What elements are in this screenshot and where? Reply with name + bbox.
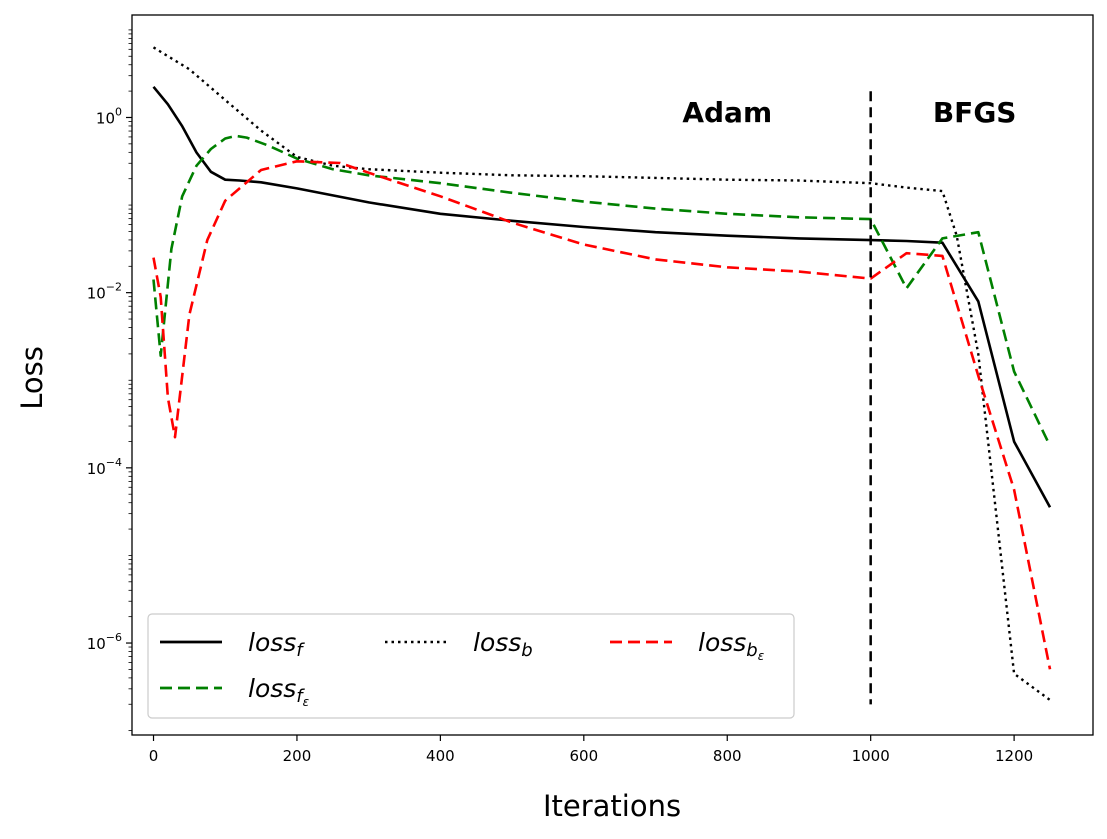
legend-box bbox=[147, 613, 795, 719]
y-axis-ticks: 100 10−2 10−4 10−6 bbox=[87, 29, 132, 732]
plot-frame bbox=[131, 14, 1094, 736]
legend-label-2: lossfε bbox=[248, 674, 310, 709]
x-tick-label: 0 bbox=[149, 747, 159, 765]
y-tick-label: 100 bbox=[96, 105, 122, 127]
legend-label-1: lossf bbox=[248, 628, 305, 661]
series-line-2 bbox=[152, 134, 1052, 447]
y-axis-label: Loss bbox=[15, 346, 49, 410]
series-layer bbox=[152, 46, 1052, 701]
legend-items: lossf lossb lossbε lossfε bbox=[160, 628, 765, 709]
legend-label-4: lossbε bbox=[698, 628, 765, 663]
legend: lossf lossb lossbε lossfε bbox=[147, 613, 795, 719]
x-axis-ticks: 0 200 400 600 800 1000 1200 bbox=[149, 735, 1033, 765]
x-tick-label: 400 bbox=[426, 747, 455, 765]
legend-label-3: lossb bbox=[473, 628, 533, 661]
x-axis-label: Iterations bbox=[543, 789, 681, 823]
phase-label-1: Adam bbox=[682, 96, 772, 129]
series-line-1 bbox=[152, 85, 1052, 508]
series-line-3 bbox=[152, 46, 1051, 701]
x-tick-label: 1000 bbox=[852, 747, 890, 765]
x-tick-label: 1200 bbox=[995, 747, 1033, 765]
y-tick-label: 10−2 bbox=[87, 281, 122, 303]
x-tick-label: 800 bbox=[713, 747, 742, 765]
annotation-layer: Adam BFGS bbox=[682, 96, 1016, 129]
x-tick-label: 200 bbox=[283, 747, 312, 765]
y-tick-label: 10−4 bbox=[87, 456, 122, 478]
phase-label-2: BFGS bbox=[933, 96, 1017, 129]
series-line-4 bbox=[152, 160, 1052, 670]
y-tick-label: 10−6 bbox=[87, 631, 122, 653]
x-tick-label: 600 bbox=[569, 747, 598, 765]
